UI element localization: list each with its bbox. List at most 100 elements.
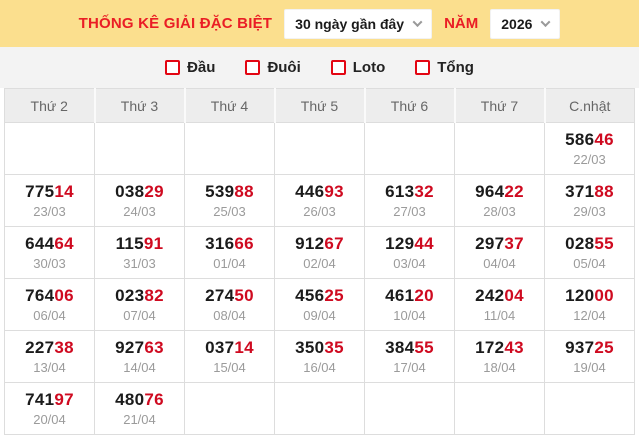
prize-number: 12944: [365, 234, 454, 254]
prize-number-head: 446: [295, 181, 325, 201]
table-row: 22738 13/04 92763 14/04 03714 15/04 35035 16/04…: [4, 330, 635, 383]
prize-number-head: 912: [295, 233, 325, 253]
prize-number: 74197: [5, 390, 94, 410]
prize-number: 37188: [545, 182, 634, 202]
prize-number: 53988: [185, 182, 274, 202]
prize-number-head: 115: [115, 233, 144, 253]
draw-date: 11/04: [483, 308, 516, 324]
result-cell: 11591 31/03: [94, 226, 185, 279]
table-row: 77514 23/03 03829 24/03 53988 25/03 44693 26/03…: [4, 174, 635, 227]
prize-number-head: 586: [565, 129, 595, 149]
prize-number-head: 037: [205, 337, 235, 357]
prize-number: 35035: [275, 338, 364, 358]
prize-number-head: 023: [115, 285, 145, 305]
column-header: Thứ 2: [4, 88, 95, 123]
result-cell: 22738 13/04: [4, 330, 95, 383]
filter-checkbox-dau[interactable]: [165, 60, 181, 75]
year-select[interactable]: 2026: [490, 8, 561, 39]
draw-date: 08/04: [213, 308, 246, 324]
draw-date: 27/03: [393, 204, 426, 220]
draw-date: 01/04: [213, 256, 246, 272]
chevron-down-icon: [412, 17, 423, 28]
empty-cell: [544, 382, 635, 435]
result-cell: 74197 20/04: [4, 382, 95, 435]
prize-number: 91267: [275, 234, 364, 254]
draw-date: 18/04: [483, 360, 516, 376]
column-header: Thứ 7: [453, 88, 545, 123]
draw-date: 30/03: [33, 256, 66, 272]
result-cell: 03714 15/04: [184, 330, 275, 383]
draw-date: 29/03: [573, 204, 606, 220]
result-cell: 02855 05/04: [544, 226, 635, 279]
prize-number-tail: 55: [594, 233, 614, 253]
prize-number-tail: 88: [234, 181, 254, 201]
prize-number-head: 028: [565, 233, 595, 253]
prize-number: 77514: [5, 182, 94, 202]
column-header: C.nhật: [543, 88, 635, 123]
prize-number-tail: 00: [594, 285, 614, 305]
empty-cell: [274, 382, 365, 435]
date-range-select[interactable]: 30 ngày gần đây: [284, 8, 433, 39]
prize-number: 44693: [275, 182, 364, 202]
prize-number-tail: 67: [324, 233, 344, 253]
filter-label: Tổng: [437, 59, 474, 76]
prize-number-tail: 35: [324, 337, 344, 357]
draw-date: 17/04: [393, 360, 426, 376]
prize-number: 31666: [185, 234, 274, 254]
filter-item-loto[interactable]: Loto: [330, 59, 385, 76]
prize-number-head: 129: [385, 233, 415, 253]
filter-checkbox-duoi[interactable]: [245, 60, 261, 75]
empty-cell: [454, 122, 545, 175]
result-cell: 48076 21/04: [94, 382, 185, 435]
prize-number-tail: 88: [594, 181, 614, 201]
result-cell: 35035 16/04: [274, 330, 365, 383]
empty-cell: [184, 122, 275, 175]
filter-checkbox-tong[interactable]: [415, 60, 431, 75]
prize-number-tail: 06: [54, 285, 74, 305]
prize-number: 17243: [455, 338, 544, 358]
prize-number-tail: 25: [594, 337, 614, 357]
filter-item-tong[interactable]: Tổng: [415, 59, 474, 76]
result-cell: 53988 25/03: [184, 174, 275, 227]
prize-number-head: 539: [205, 181, 235, 201]
prize-number: 29737: [455, 234, 544, 254]
empty-cell: [4, 122, 95, 175]
column-header: Thứ 5: [273, 88, 365, 123]
filter-item-duoi[interactable]: Đuôi: [245, 59, 301, 76]
filter-checkbox-loto[interactable]: [330, 60, 346, 75]
result-cell: 02382 07/04: [94, 278, 185, 331]
result-cell: 03829 24/03: [94, 174, 185, 227]
prize-number-tail: 46: [594, 129, 614, 149]
result-cell: 27450 08/04: [184, 278, 275, 331]
prize-number-tail: 04: [504, 285, 524, 305]
result-cell: 29737 04/04: [454, 226, 545, 279]
empty-cell: [274, 122, 365, 175]
draw-date: 04/04: [483, 256, 516, 272]
draw-date: 22/03: [573, 152, 606, 168]
prize-number-tail: 38: [54, 337, 74, 357]
prize-number-head: 038: [115, 181, 145, 201]
draw-date: 09/04: [303, 308, 336, 324]
prize-number-tail: 91: [143, 233, 164, 253]
prize-number-head: 741: [25, 389, 55, 409]
prize-number-head: 764: [25, 285, 55, 305]
prize-number-head: 316: [205, 233, 235, 253]
prize-number: 22738: [5, 338, 94, 358]
draw-date: 26/03: [303, 204, 336, 220]
prize-number-tail: 32: [414, 181, 434, 201]
column-header: Thứ 6: [363, 88, 455, 123]
prize-number: 24204: [455, 286, 544, 306]
prize-number: 46120: [365, 286, 454, 306]
prize-number-head: 274: [205, 285, 235, 305]
filter-item-dau[interactable]: Đầu: [165, 59, 215, 76]
result-cell: 64464 30/03: [4, 226, 95, 279]
empty-cell: [94, 122, 185, 175]
prize-number-tail: 29: [144, 181, 164, 201]
prize-number: 38455: [365, 338, 454, 358]
prize-number: 11591: [95, 234, 184, 254]
prize-number-head: 461: [385, 285, 415, 305]
filter-bar: Đầu Đuôi Loto Tổng: [0, 47, 639, 88]
prize-number: 48076: [95, 390, 184, 410]
prize-number-tail: 82: [144, 285, 164, 305]
result-cell: 38455 17/04: [364, 330, 455, 383]
